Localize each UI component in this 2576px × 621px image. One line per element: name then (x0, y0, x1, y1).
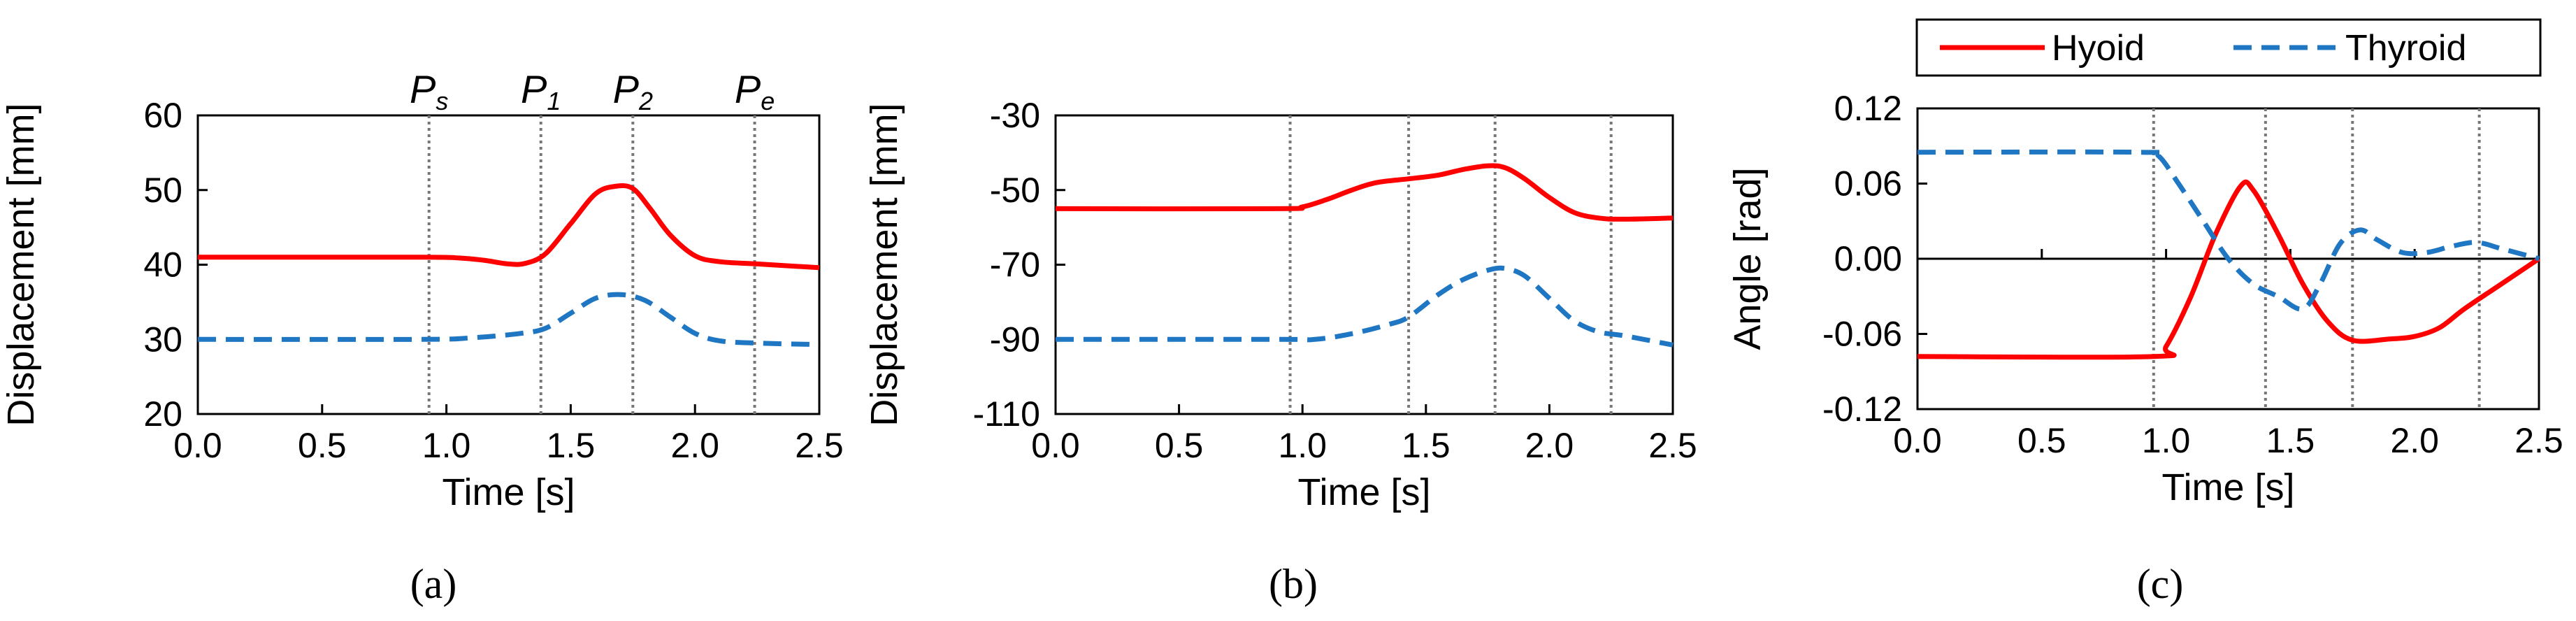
y-axis-label: Displacement [mm] (863, 103, 905, 426)
phase-label: P1 (521, 67, 561, 115)
y-tick-label: -0.12 (1822, 390, 1902, 429)
x-tick-label: 2.5 (2514, 421, 2563, 460)
phase-label-sub: 1 (547, 87, 561, 115)
legend: Hyoid Thyroid (1915, 18, 2542, 77)
series-line-thyroid (1917, 149, 2540, 312)
y-tick-label: -30 (990, 96, 1040, 135)
y-tick-label: 50 (143, 171, 182, 210)
x-tick-label: 2.0 (2390, 421, 2439, 460)
x-tick-label: 0.5 (1155, 426, 1204, 465)
x-tick-label: 1.5 (1402, 426, 1451, 465)
x-tick-label: 0.0 (173, 426, 222, 465)
y-tick-label: 60 (143, 96, 182, 135)
x-tick-label: 1.0 (1278, 426, 1327, 465)
phase-label: Pe (735, 67, 775, 115)
y-tick-label: 40 (143, 245, 182, 285)
y-tick-label: -110 (973, 394, 1040, 434)
x-tick-label: 1.0 (422, 426, 471, 465)
y-tick-label: 0.12 (1834, 89, 1902, 128)
plot-frame (1054, 114, 1674, 415)
phase-label-sub: 2 (638, 87, 653, 115)
y-tick-label: -90 (990, 320, 1040, 359)
x-tick-label: 2.5 (795, 426, 844, 465)
x-tick-label: 1.5 (547, 426, 596, 465)
phase-label-main: P (521, 67, 547, 111)
phase-label-sub: e (761, 87, 775, 115)
panel-label: (c) (2137, 561, 2184, 607)
x-tick-label: 1.5 (2266, 421, 2315, 460)
chart-panel-a: 0.0 0.5 1.0 1.5 2.0 2.5 20 30 40 50 60 Time [s] Disp… (0, 67, 844, 607)
x-tick-label: 0.0 (1031, 426, 1080, 465)
x-tick-label: 0.5 (298, 426, 347, 465)
series-line-hyoid (1055, 163, 1674, 222)
x-tick-label: 0.5 (2017, 421, 2066, 460)
phase-label-main: P (613, 67, 639, 111)
panel-label: (a) (410, 561, 457, 607)
x-tick-label: 0.0 (1893, 421, 1942, 460)
legend-label-hyoid: Hyoid (2052, 28, 2145, 69)
series-line-thyroid (1056, 265, 1674, 348)
y-axis-label: Angle [rad] (1727, 167, 1769, 350)
x-axis-label: Time [s] (442, 471, 575, 513)
series-line-hyoid (197, 183, 820, 271)
y-tick-label: 20 (143, 394, 182, 434)
series-line-hyoid (1917, 179, 2540, 360)
y-tick-label: -0.06 (1822, 315, 1902, 354)
x-axis-label: Time [s] (2161, 466, 2294, 508)
y-tick-label: 0.00 (1834, 239, 1902, 278)
y-axis-label: Displacement [mm] (0, 103, 42, 426)
phase-label-main: P (735, 67, 761, 111)
legend-label-thyroid: Thyroid (2345, 28, 2466, 69)
y-tick-label: -70 (990, 245, 1040, 285)
x-tick-label: 2.0 (1525, 426, 1574, 465)
phase-label-sub: s (436, 87, 448, 115)
phase-label: P2 (613, 67, 653, 115)
y-tick-label: 0.06 (1834, 164, 1902, 204)
x-axis-label: Time [s] (1297, 471, 1430, 513)
phase-label-main: P (410, 67, 436, 111)
x-tick-label: 1.0 (2142, 421, 2191, 460)
x-tick-label: 2.5 (1648, 426, 1697, 465)
y-tick-label: -50 (990, 171, 1040, 210)
y-tick-label: 30 (143, 320, 182, 359)
chart-panel-b: 0.0 0.5 1.0 1.5 2.0 2.5 -110 -90 -70 -50 -30 Time [… (863, 96, 1697, 607)
x-tick-label: 2.0 (670, 426, 719, 465)
chart-panel-c: 0.0 0.5 1.0 1.5 2.0 2.5 -0.12 -0.06 0.00 0.06 0.12… (1727, 89, 2563, 607)
panel-label: (b) (1269, 561, 1318, 607)
phase-label: Ps (410, 67, 448, 115)
series-line-thyroid (197, 292, 820, 348)
